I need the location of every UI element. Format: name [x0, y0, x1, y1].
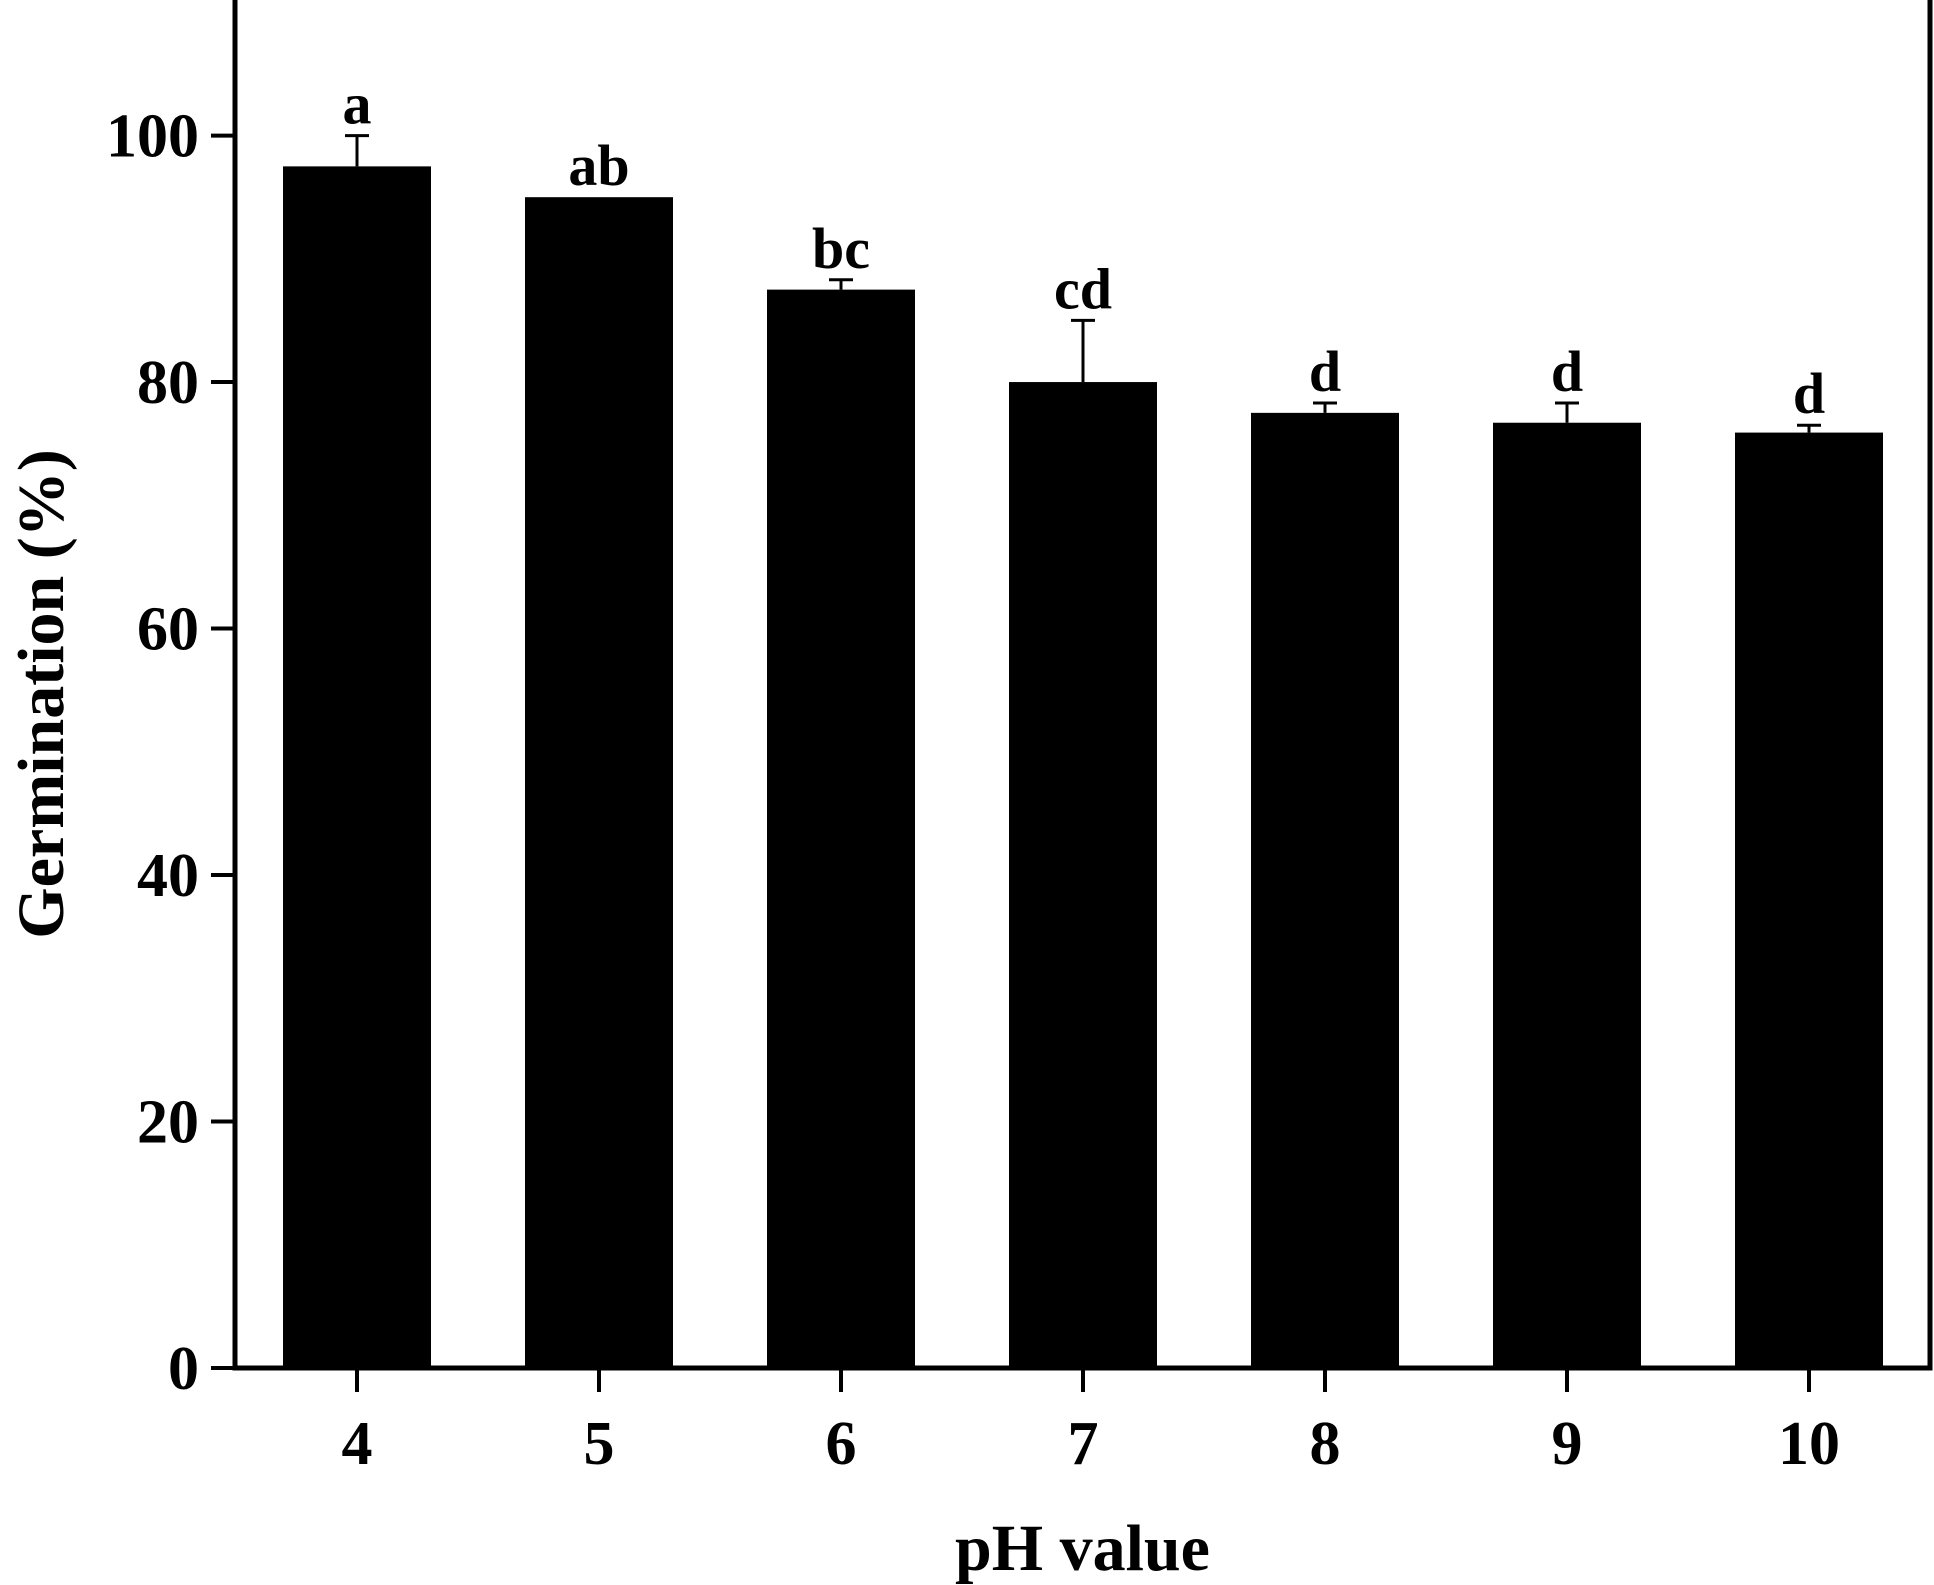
error-bars-layer: [345, 134, 1821, 433]
error-bar-ph-4: [345, 134, 369, 167]
error-bar-ph-8: [1313, 401, 1337, 413]
significance-label-ph-9: d: [1551, 339, 1583, 404]
x-axis-title: pH value: [955, 1512, 1210, 1585]
x-tick-label-4: 4: [342, 1410, 373, 1478]
significance-label-ph-4: a: [343, 72, 372, 137]
bar-ph-6: [767, 289, 915, 1369]
significance-labels-layer: a ab bc cd d d d: [343, 72, 1826, 427]
y-axis-title: Germination (%): [5, 449, 78, 938]
bar-ph-10: [1735, 432, 1883, 1369]
bar-ph-4: [283, 166, 431, 1368]
significance-label-ph-5: ab: [568, 133, 629, 198]
y-tick-label-20: 20: [137, 1089, 199, 1157]
bar-ph-9: [1493, 422, 1641, 1368]
y-tick-label-60: 60: [137, 596, 199, 664]
x-tick-label-10: 10: [1778, 1410, 1840, 1478]
error-bar-ph-6: [829, 278, 853, 290]
y-axis-ticks: 0 20 40 60 80 100: [106, 103, 235, 1403]
error-bar-ph-9: [1555, 401, 1579, 423]
significance-label-ph-8: d: [1309, 339, 1341, 404]
y-tick-label-0: 0: [168, 1335, 199, 1403]
error-bar-ph-7: [1071, 318, 1095, 383]
x-tick-label-8: 8: [1310, 1410, 1341, 1478]
x-tick-label-9: 9: [1552, 1410, 1583, 1478]
x-tick-label-7: 7: [1068, 1410, 1099, 1478]
significance-label-ph-10: d: [1793, 361, 1825, 426]
x-axis-ticks: 4 5 6 7 8 9 10: [342, 1368, 1840, 1478]
bars-layer: [283, 166, 1883, 1369]
x-tick-label-5: 5: [584, 1410, 615, 1478]
bar-ph-8: [1251, 412, 1399, 1368]
significance-label-ph-7: cd: [1054, 256, 1112, 321]
y-tick-label-40: 40: [137, 842, 199, 910]
y-tick-label-80: 80: [137, 349, 199, 417]
y-tick-label-100: 100: [106, 103, 199, 171]
error-bar-ph-10: [1797, 423, 1821, 433]
significance-label-ph-6: bc: [812, 216, 870, 281]
bar-ph-7: [1009, 382, 1157, 1368]
bar-ph-5: [525, 197, 673, 1368]
x-tick-label-6: 6: [826, 1410, 857, 1478]
